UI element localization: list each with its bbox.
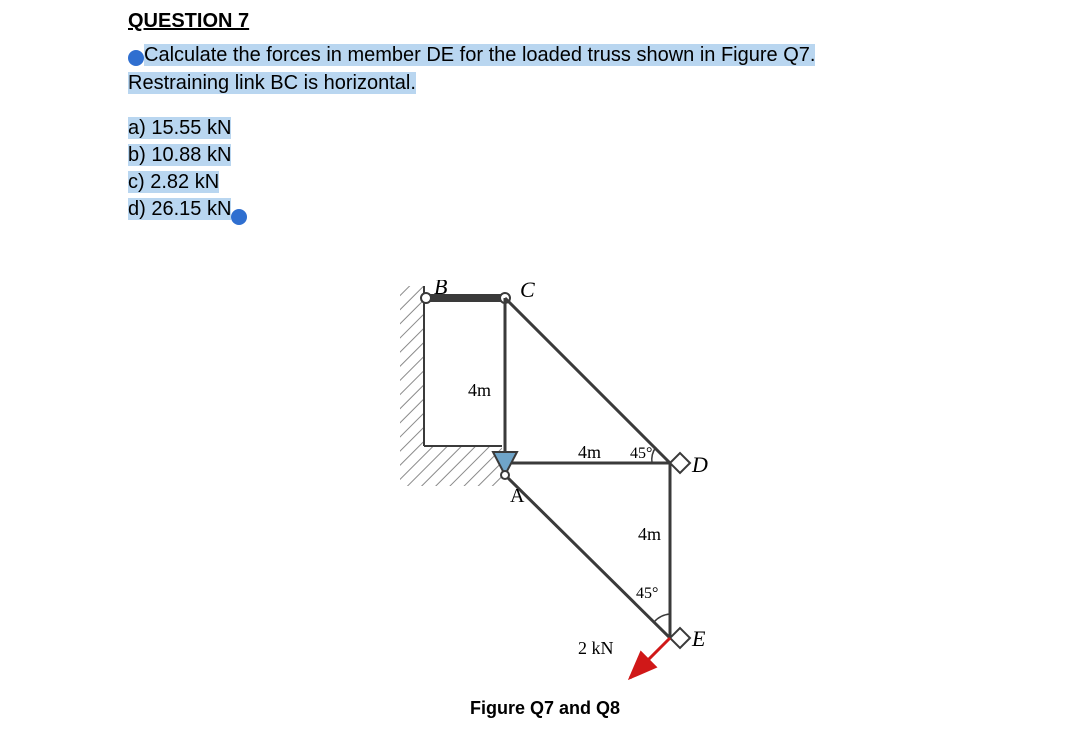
label-d: D	[691, 452, 708, 477]
answer-options: a) 15.55 kN b) 10.88 kN c) 2.82 kN d) 26…	[128, 115, 888, 223]
label-e: E	[691, 626, 706, 651]
dim-ad: 4m	[578, 442, 601, 462]
angle-d: 45°	[630, 445, 652, 462]
option-b: b) 10.88 kN	[128, 144, 231, 166]
dim-de: 4m	[638, 524, 661, 544]
figure-caption: Figure Q7 and Q8	[470, 698, 620, 719]
truss-diagram: B C A D E 4m 4m 4m 45° 45° 2 kN	[330, 280, 830, 690]
pin-b	[421, 293, 431, 303]
option-d: d) 26.15 kN	[128, 198, 231, 220]
load-label: 2 kN	[578, 638, 614, 658]
selection-end-handle-icon[interactable]	[231, 209, 247, 225]
option-c: c) 2.82 kN	[128, 171, 219, 193]
label-c: C	[520, 280, 535, 302]
question-prompt-line2: Restraining link BC is horizontal.	[128, 72, 416, 94]
question-number: QUESTION 7	[128, 10, 888, 33]
question-prompt: Calculate the forces in member DE for th…	[128, 41, 888, 97]
selection-start-handle-icon[interactable]	[128, 50, 144, 66]
load-arrow	[630, 638, 670, 678]
node-e-icon	[670, 628, 690, 648]
label-b: B	[434, 280, 447, 299]
figure: B C A D E 4m 4m 4m 45° 45° 2 kN Figure Q…	[330, 280, 830, 720]
dim-bc: 4m	[468, 380, 491, 400]
node-d-icon	[670, 453, 690, 473]
angle-e: 45°	[636, 585, 658, 602]
member-cd	[505, 298, 670, 463]
label-a: A	[510, 485, 525, 507]
question-prompt-line1: Calculate the forces in member DE for th…	[144, 44, 815, 66]
pin-a	[501, 471, 509, 479]
member-ae	[505, 475, 670, 638]
option-a: a) 15.55 kN	[128, 117, 231, 139]
angle-arc-e	[654, 614, 670, 622]
